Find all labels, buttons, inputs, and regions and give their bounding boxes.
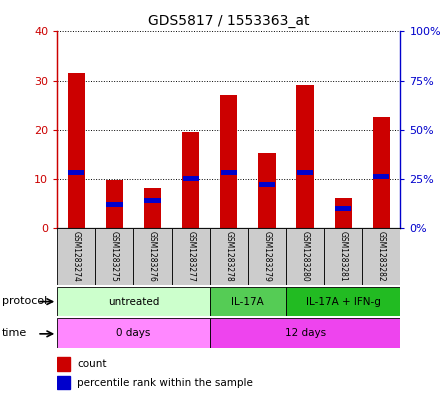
Bar <box>95 228 133 285</box>
Bar <box>172 228 210 285</box>
Bar <box>220 95 238 228</box>
Text: 12 days: 12 days <box>285 328 326 338</box>
Bar <box>297 86 314 228</box>
Text: GSM1283277: GSM1283277 <box>186 231 195 282</box>
Bar <box>258 153 275 228</box>
Text: count: count <box>77 359 106 369</box>
Bar <box>210 318 400 348</box>
Bar <box>57 287 210 316</box>
Bar <box>220 171 237 175</box>
Text: GSM1283282: GSM1283282 <box>377 231 386 282</box>
Title: GDS5817 / 1553363_at: GDS5817 / 1553363_at <box>148 14 310 28</box>
Text: GSM1283274: GSM1283274 <box>72 231 81 282</box>
Text: GSM1283278: GSM1283278 <box>224 231 233 282</box>
Text: 0 days: 0 days <box>116 328 150 338</box>
Bar <box>248 228 286 285</box>
Bar <box>210 228 248 285</box>
Text: IL-17A + IFN-g: IL-17A + IFN-g <box>306 297 381 307</box>
Bar <box>210 287 286 316</box>
Bar <box>286 287 400 316</box>
Text: percentile rank within the sample: percentile rank within the sample <box>77 378 253 387</box>
Bar <box>259 182 275 187</box>
Bar <box>133 228 172 285</box>
Text: GSM1283281: GSM1283281 <box>339 231 348 282</box>
Bar <box>182 132 199 228</box>
Bar <box>373 118 390 228</box>
Bar <box>324 228 362 285</box>
Bar <box>297 171 313 175</box>
Bar <box>106 202 123 207</box>
Bar <box>57 358 70 371</box>
Bar <box>362 228 400 285</box>
Bar <box>144 188 161 228</box>
Text: time: time <box>2 328 27 338</box>
Bar <box>57 376 70 389</box>
Bar <box>373 174 389 179</box>
Text: untreated: untreated <box>108 297 159 307</box>
Bar <box>335 206 352 211</box>
Text: IL-17A: IL-17A <box>231 297 264 307</box>
Bar <box>286 228 324 285</box>
Bar <box>68 73 85 228</box>
Bar <box>335 198 352 228</box>
Text: GSM1283279: GSM1283279 <box>262 231 271 282</box>
Text: GSM1283280: GSM1283280 <box>301 231 310 282</box>
Text: GSM1283276: GSM1283276 <box>148 231 157 282</box>
Bar <box>183 176 199 181</box>
Text: protocol: protocol <box>2 296 48 306</box>
Bar <box>57 318 210 348</box>
Bar <box>144 198 161 203</box>
Bar <box>106 180 123 228</box>
Bar <box>57 228 95 285</box>
Text: GSM1283275: GSM1283275 <box>110 231 119 282</box>
Bar <box>68 171 84 175</box>
